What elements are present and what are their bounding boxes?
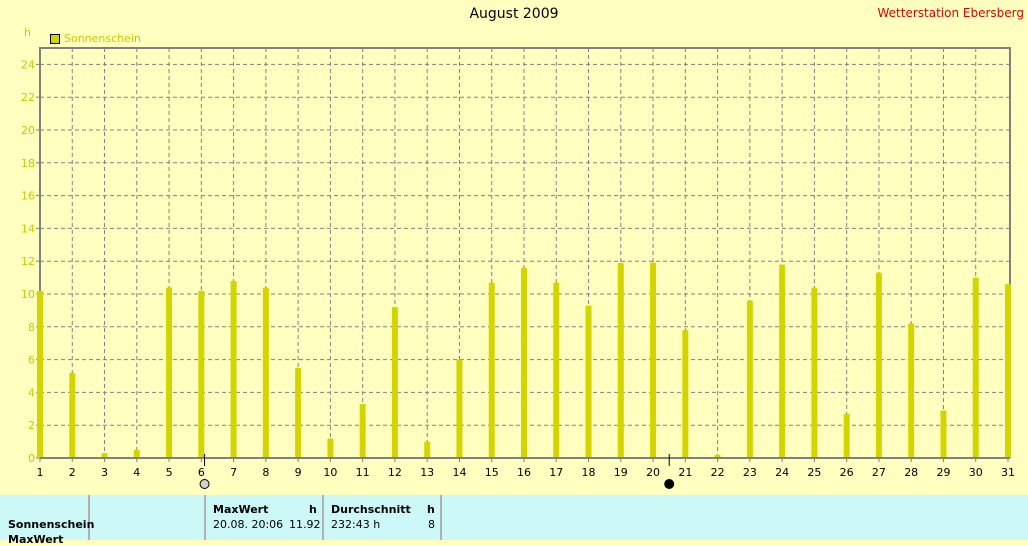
max-unit: h	[309, 503, 317, 516]
bar-day-24	[779, 264, 786, 458]
max-header: MaxWert	[213, 503, 269, 516]
max-date: 20.08. 20:06	[213, 518, 284, 531]
y-axis-unit: h	[24, 26, 31, 39]
x-tick-label: 7	[230, 466, 237, 479]
station-name: Wetterstation Ebersberg	[877, 6, 1025, 20]
x-tick-label: 17	[549, 466, 563, 479]
x-tick-label: 27	[872, 466, 886, 479]
column-divider	[204, 495, 206, 540]
bar-day-28	[908, 323, 915, 458]
chart-title: August 2009	[469, 6, 559, 22]
bar-day-12	[391, 307, 398, 458]
x-tick-label: 22	[711, 466, 725, 479]
bar-day-11	[359, 403, 366, 458]
y-tick-label: 24	[21, 58, 35, 71]
y-tick-label: 14	[21, 222, 35, 235]
x-tick-label: 13	[420, 466, 434, 479]
x-tick-label: 2	[69, 466, 76, 479]
bar-day-19	[617, 262, 624, 458]
plot-frame	[39, 47, 1011, 458]
bar-day-7	[230, 280, 237, 458]
y-tick-label: 6	[28, 354, 35, 367]
x-tick-label: 10	[323, 466, 337, 479]
bar-day-21	[682, 330, 689, 458]
column-divider	[322, 495, 324, 540]
x-tick-label: 4	[133, 466, 140, 479]
y-tick-label: 20	[21, 124, 35, 137]
x-tick-label: 14	[452, 466, 466, 479]
avg-unit: h	[427, 503, 435, 516]
full-moon-icon	[199, 479, 210, 489]
legend: Sonnenschein	[50, 32, 141, 45]
bar-day-8	[262, 287, 269, 458]
summary-panel: Sonnenschein MaxWert MaxWert h 20.08. 20…	[0, 495, 1028, 546]
x-tick-label: 6	[198, 466, 205, 479]
x-tick-label: 11	[356, 466, 370, 479]
y-tick-label: 18	[21, 157, 35, 170]
avg-header: Durchschnitt	[331, 503, 411, 516]
x-tick-label: 1	[37, 466, 44, 479]
x-tick-label: 24	[775, 466, 789, 479]
x-tick-label: 16	[517, 466, 531, 479]
bar-day-29	[940, 410, 947, 458]
bar-day-17	[553, 282, 560, 458]
y-tick-label: 16	[21, 190, 35, 203]
summary-row-label: Sonnenschein	[8, 518, 95, 531]
x-tick-label: 5	[166, 466, 173, 479]
x-tick-label: 23	[743, 466, 757, 479]
bar-day-5	[166, 287, 173, 458]
x-tick-label: 21	[678, 466, 692, 479]
x-tick-label: 8	[262, 466, 269, 479]
bar-day-4	[133, 449, 140, 458]
max-value: 11.92	[289, 518, 321, 531]
bar-day-3	[101, 453, 108, 458]
bar-day-30	[972, 277, 979, 458]
x-tick-label: 3	[101, 466, 108, 479]
bar-day-2	[69, 372, 76, 458]
x-tick-label: 19	[614, 466, 628, 479]
y-tick-label: 12	[21, 255, 35, 268]
legend-label: Sonnenschein	[64, 32, 141, 45]
x-tick-label: 30	[969, 466, 983, 479]
bar-day-14	[456, 359, 463, 458]
bar-day-13	[424, 441, 431, 458]
bar-day-20	[650, 262, 657, 458]
bar-day-15	[488, 282, 495, 458]
bar-day-9	[295, 367, 302, 458]
y-tick-label: 4	[28, 386, 35, 399]
bar-day-10	[327, 438, 334, 458]
x-tick-label: 29	[936, 466, 950, 479]
bar-day-27	[875, 272, 882, 458]
y-tick-label: 0	[28, 452, 35, 465]
y-tick-label: 10	[21, 288, 35, 301]
avg-total: 232:43 h	[331, 518, 381, 531]
bar-day-18	[585, 305, 592, 458]
y-tick-label: 8	[28, 321, 35, 334]
x-tick-label: 12	[388, 466, 402, 479]
column-divider	[440, 495, 442, 540]
column-divider	[88, 495, 90, 540]
bar-day-26	[843, 413, 850, 458]
bar-day-1	[37, 290, 43, 458]
bar-day-23	[746, 300, 753, 458]
x-tick-label: 9	[295, 466, 302, 479]
legend-swatch	[50, 33, 60, 44]
x-tick-label: 25	[807, 466, 821, 479]
x-tick-label: 18	[582, 466, 596, 479]
new-moon-icon	[664, 479, 675, 489]
x-tick-label: 31	[1001, 466, 1015, 479]
x-tick-label: 20	[646, 466, 660, 479]
avg-value: 8	[428, 518, 435, 531]
bar-day-25	[811, 287, 818, 458]
y-tick-label: 2	[28, 419, 35, 432]
x-tick-label: 15	[485, 466, 499, 479]
y-tick-label: 22	[21, 91, 35, 104]
bar-day-16	[521, 267, 527, 458]
bar-day-6	[198, 290, 205, 458]
x-tick-label: 26	[840, 466, 854, 479]
bar-day-31	[1005, 284, 1011, 458]
x-tick-label: 28	[904, 466, 918, 479]
